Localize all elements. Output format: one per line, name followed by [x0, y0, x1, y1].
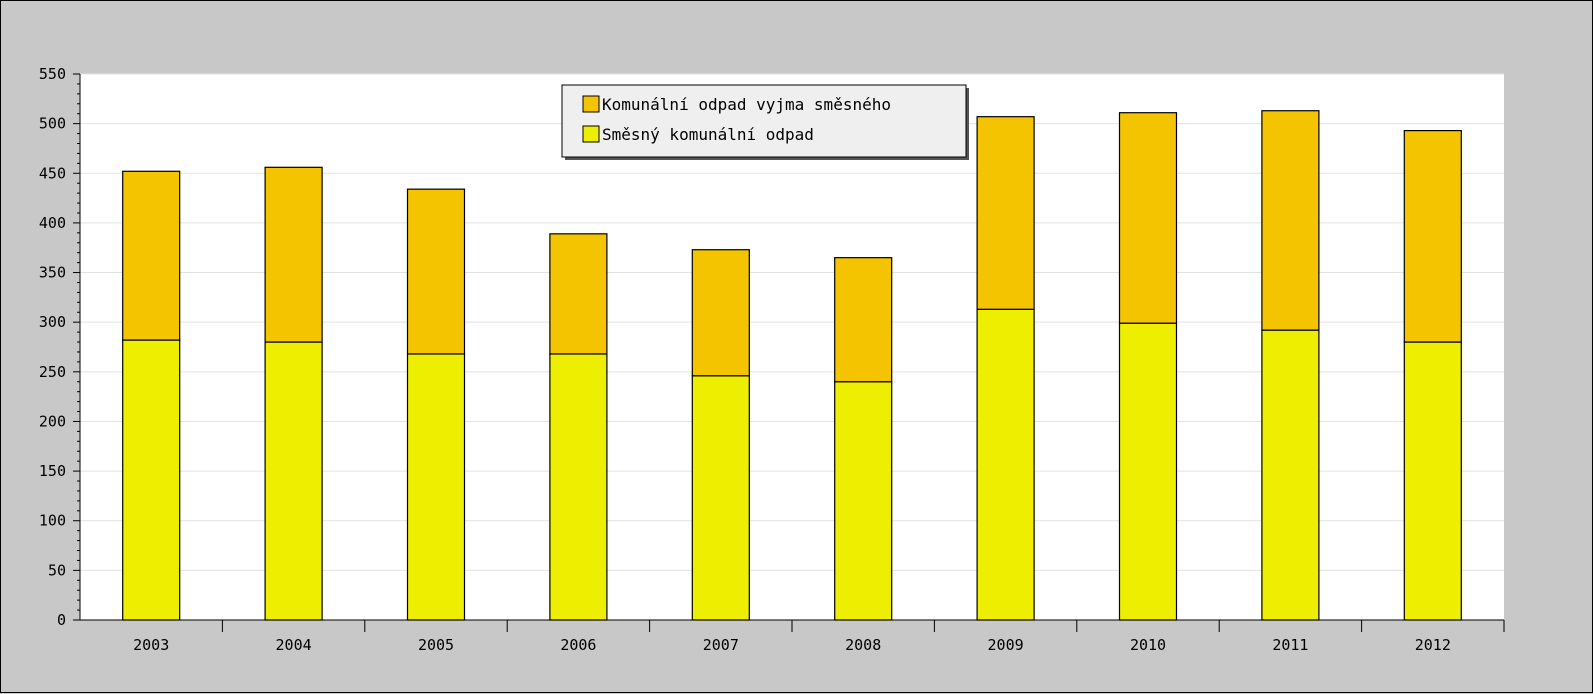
y-tick-label: 450	[39, 164, 66, 182]
y-tick-label: 0	[57, 611, 66, 629]
y-tick-label: 100	[39, 512, 66, 530]
bar-segment-2003-s0	[122, 339, 181, 621]
bar-segment-2012-s0	[1403, 341, 1462, 621]
legend-swatch	[582, 95, 600, 113]
bar-segment-2003-s1	[122, 170, 181, 341]
bar-segment-2008-s1	[834, 257, 893, 383]
y-tick-label: 150	[39, 462, 66, 480]
bar-segment-2011-s0	[1261, 329, 1320, 621]
y-tick-label: 50	[48, 561, 66, 579]
y-tick-label: 550	[39, 65, 66, 83]
legend-label: Komunální odpad vyjma směsného	[602, 95, 891, 114]
y-tick-label: 300	[39, 313, 66, 331]
bar-segment-2011-s1	[1261, 110, 1320, 331]
bar-segment-2006-s0	[549, 353, 608, 621]
x-tick-label: 2008	[845, 636, 881, 654]
bar-segment-2008-s0	[834, 381, 893, 621]
x-tick-label: 2009	[988, 636, 1024, 654]
legend-box	[561, 84, 967, 158]
legend-label: Směsný komunální odpad	[602, 125, 814, 144]
x-tick-label: 2006	[560, 636, 596, 654]
bar-segment-2006-s1	[549, 233, 608, 355]
bar-segment-2010-s0	[1118, 322, 1178, 621]
x-tick-label: 2005	[418, 636, 454, 654]
bar-segment-2009-s1	[976, 116, 1035, 310]
bar-segment-2012-s1	[1403, 129, 1462, 343]
x-tick-label: 2011	[1272, 636, 1308, 654]
y-tick-label: 400	[39, 214, 66, 232]
y-tick-label: 350	[39, 264, 66, 282]
bar-segment-2005-s0	[406, 353, 466, 621]
bar-segment-2004-s0	[264, 341, 323, 621]
bars	[122, 110, 1462, 621]
bar-segment-2004-s1	[264, 166, 323, 343]
y-tick-label: 200	[39, 412, 66, 430]
bar-segment-2009-s0	[976, 308, 1035, 621]
x-tick-label: 2007	[703, 636, 739, 654]
bar-segment-2005-s1	[406, 188, 466, 355]
bar-segment-2010-s1	[1118, 112, 1178, 324]
y-tick-label: 500	[39, 115, 66, 133]
bar-segment-2007-s1	[691, 249, 750, 377]
y-tick-label: 250	[39, 363, 66, 381]
x-tick-label: 2003	[133, 636, 169, 654]
axes: 0 50 100 150 200 250 300 350 400 450 500 550 2003 200…	[39, 65, 1505, 654]
legend-swatch	[582, 125, 600, 143]
x-tick-label: 2012	[1415, 636, 1451, 654]
x-tick-label: 2004	[276, 636, 312, 654]
legend: Komunální odpad vyjma směsného Směsný kom…	[561, 84, 969, 160]
x-tick-label: 2010	[1130, 636, 1166, 654]
bar-segment-2007-s0	[691, 375, 750, 621]
